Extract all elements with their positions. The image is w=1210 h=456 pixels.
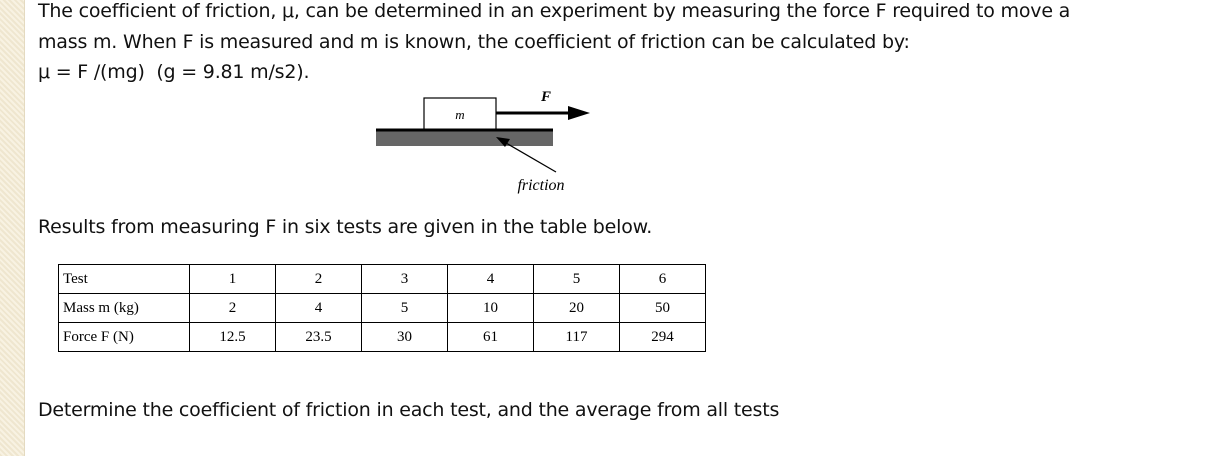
cell: 10 bbox=[447, 293, 534, 323]
cell: 20 bbox=[533, 293, 620, 323]
row-header: Test bbox=[58, 264, 190, 294]
cell: 30 bbox=[361, 322, 448, 352]
row-header: Force F (N) bbox=[58, 322, 190, 352]
cell: 5 bbox=[361, 293, 448, 323]
intro-line: mass m. When F is measured and m is know… bbox=[38, 31, 910, 53]
cell: 4 bbox=[447, 264, 534, 294]
mass-label: m bbox=[455, 107, 464, 122]
cell: 294 bbox=[619, 322, 706, 352]
friction-label: friction bbox=[517, 177, 564, 194]
mass-block bbox=[423, 97, 497, 131]
friction-arrow bbox=[505, 142, 557, 173]
cell: 61 bbox=[447, 322, 534, 352]
cell: 2 bbox=[189, 293, 276, 323]
cell: 3 bbox=[361, 264, 448, 294]
cell: 12.5 bbox=[189, 322, 276, 352]
cell: 2 bbox=[275, 264, 362, 294]
table-row: Mass m (kg) 2 4 5 10 20 50 bbox=[58, 293, 706, 323]
cell: 1 bbox=[189, 264, 276, 294]
cell: 23.5 bbox=[275, 322, 362, 352]
force-arrowhead bbox=[568, 106, 590, 120]
results-text: Results from measuring F in six tests ar… bbox=[38, 216, 653, 238]
side-decoration bbox=[0, 0, 25, 456]
row-header: Mass m (kg) bbox=[58, 293, 190, 323]
cell: 6 bbox=[619, 264, 706, 294]
floor bbox=[376, 130, 553, 146]
cell: 5 bbox=[533, 264, 620, 294]
cell: 50 bbox=[619, 293, 706, 323]
results-table: Test 1 2 3 4 5 6 Mass m (kg) 2 4 5 10 20… bbox=[58, 264, 706, 352]
table-row: Force F (N) 12.5 23.5 30 61 117 294 bbox=[58, 322, 706, 352]
question-text: Determine the coefficient of friction in… bbox=[38, 399, 780, 421]
force-label: F bbox=[540, 89, 551, 105]
cell: 117 bbox=[533, 322, 620, 352]
intro-line: The coefficient of friction, μ, can be d… bbox=[38, 0, 1071, 22]
cell: 4 bbox=[275, 293, 362, 323]
friction-arrowhead bbox=[496, 137, 510, 147]
table-row: Test 1 2 3 4 5 6 bbox=[58, 264, 706, 294]
intro-line: μ = F /(mg) (g = 9.81 m/s2). bbox=[38, 61, 310, 83]
